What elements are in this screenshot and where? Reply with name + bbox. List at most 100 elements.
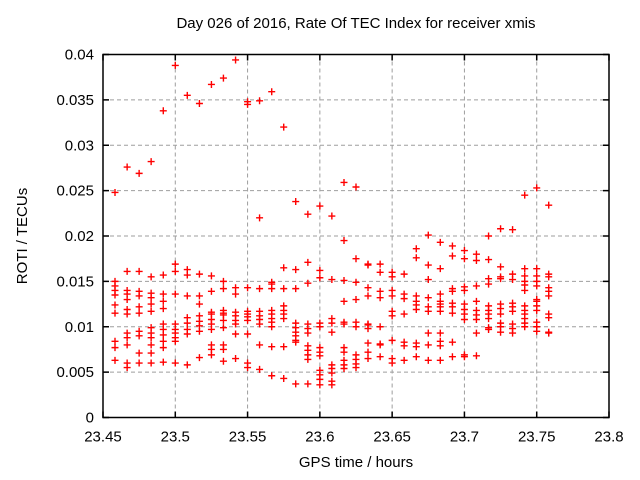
- data-point: [135, 332, 143, 340]
- data-point: [219, 324, 227, 332]
- data-point: [376, 353, 384, 361]
- data-point: [304, 279, 312, 287]
- data-point: [364, 355, 372, 363]
- data-point: [460, 353, 468, 361]
- data-point: [376, 323, 384, 331]
- data-point: [472, 297, 480, 305]
- data-point: [424, 307, 432, 315]
- data-point: [497, 310, 505, 318]
- data-point: [340, 178, 348, 186]
- data-point: [436, 329, 444, 337]
- data-point: [328, 328, 336, 336]
- data-point: [521, 323, 529, 331]
- data-point: [472, 250, 480, 258]
- x-axis-label: GPS time / hours: [299, 454, 413, 471]
- data-point: [424, 294, 432, 302]
- data-point: [195, 354, 203, 362]
- x-tick-label: 23.5: [161, 429, 190, 446]
- data-point: [280, 343, 288, 351]
- x-tick-label: 23.6: [305, 429, 334, 446]
- data-point: [304, 258, 312, 266]
- data-point: [147, 273, 155, 281]
- data-point: [376, 341, 384, 349]
- data-point: [292, 266, 300, 274]
- data-point: [412, 343, 420, 351]
- data-point: [545, 201, 553, 209]
- data-point: [436, 238, 444, 246]
- data-point: [232, 56, 240, 64]
- data-point: [111, 188, 119, 196]
- data-point: [123, 267, 131, 275]
- data-point: [485, 280, 493, 288]
- data-point: [171, 290, 179, 298]
- data-point: [147, 341, 155, 349]
- data-point: [292, 198, 300, 206]
- data-point: [147, 294, 155, 302]
- data-point: [135, 169, 143, 177]
- data-point: [256, 341, 264, 349]
- data-point: [280, 123, 288, 131]
- data-point: [376, 294, 384, 302]
- data-point: [533, 306, 541, 314]
- data-point: [340, 320, 348, 328]
- y-axis-label: ROTI / TECUs: [14, 188, 31, 284]
- data-point: [244, 100, 252, 108]
- data-point: [244, 364, 252, 372]
- data-point: [424, 276, 432, 284]
- data-point: [545, 314, 553, 322]
- data-point: [183, 271, 191, 279]
- data-point: [183, 330, 191, 338]
- data-point: [328, 319, 336, 327]
- data-point: [376, 287, 384, 295]
- x-tick-label: 23.75: [518, 429, 556, 446]
- data-point: [497, 275, 505, 283]
- data-point: [436, 265, 444, 273]
- data-point: [123, 334, 131, 342]
- data-point: [509, 307, 517, 315]
- data-point: [400, 295, 408, 303]
- data-point: [485, 315, 493, 323]
- data-point: [472, 352, 480, 360]
- data-point: [340, 297, 348, 305]
- data-point: [195, 292, 203, 300]
- y-tick-label: 0.025: [56, 183, 94, 200]
- data-point: [219, 357, 227, 365]
- data-point: [376, 268, 384, 276]
- data-point: [316, 202, 324, 210]
- data-point: [460, 255, 468, 263]
- data-point: [147, 158, 155, 166]
- data-point: [207, 351, 215, 359]
- data-point: [159, 290, 167, 298]
- data-point: [292, 285, 300, 293]
- data-point: [424, 231, 432, 239]
- data-point: [316, 266, 324, 274]
- data-point: [268, 343, 276, 351]
- data-point: [472, 282, 480, 290]
- data-point: [256, 320, 264, 328]
- data-point: [412, 306, 420, 314]
- data-point: [509, 329, 517, 337]
- data-point: [135, 349, 143, 357]
- axis-layer: [102, 53, 610, 419]
- data-point: [316, 274, 324, 282]
- data-point: [485, 232, 493, 240]
- data-point: [292, 380, 300, 388]
- data-point: [268, 372, 276, 380]
- data-point: [207, 80, 215, 88]
- data-point: [448, 303, 456, 311]
- y-tick-label: 0.03: [65, 137, 94, 154]
- data-point: [352, 183, 360, 191]
- data-point: [545, 329, 553, 337]
- data-point: [497, 263, 505, 271]
- data-point: [304, 329, 312, 337]
- data-point: [135, 292, 143, 300]
- data-point: [485, 325, 493, 333]
- data-point: [412, 245, 420, 253]
- data-point: [256, 97, 264, 105]
- data-point: [545, 273, 553, 281]
- data-point: [533, 327, 541, 335]
- data-point: [436, 356, 444, 364]
- data-point: [364, 261, 372, 269]
- data-point: [352, 323, 360, 331]
